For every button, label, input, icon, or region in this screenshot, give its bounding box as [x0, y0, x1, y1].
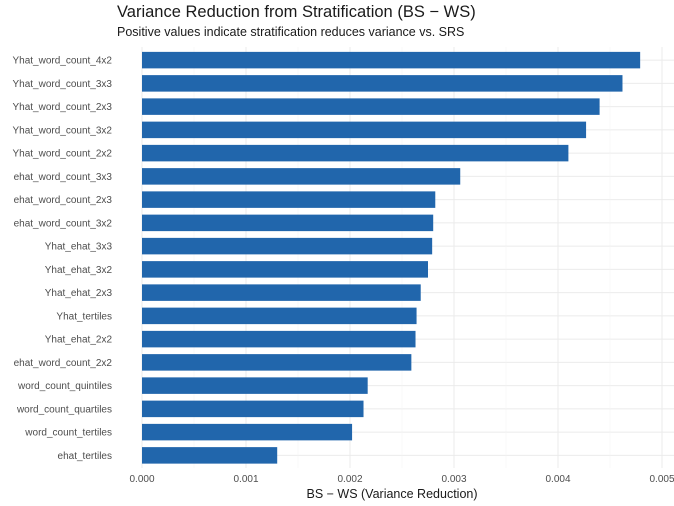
bar	[142, 98, 600, 115]
y-tick-label: ehat_word_count_3x3	[14, 172, 113, 183]
y-tick-label: ehat_word_count_3x2	[14, 218, 113, 229]
y-tick-label: Yhat_word_count_2x2	[12, 149, 112, 160]
bar	[142, 237, 433, 255]
bar	[142, 423, 353, 441]
y-axis-labels: Yhat_word_count_4x2 Yhat_word_count_3x3 Yh…	[12, 56, 112, 462]
bar	[142, 447, 278, 464]
bar	[142, 168, 461, 185]
y-tick-label: Yhat_ehat_3x3	[45, 242, 113, 253]
y-tick-label: word_count_quintiles	[17, 381, 112, 392]
chart-title: Variance Reduction from Stratification (…	[117, 3, 476, 21]
bar	[142, 400, 364, 418]
x-axis-title: BS − WS (Variance Reduction)	[306, 487, 477, 501]
y-tick-label: Yhat_ehat_2x3	[45, 288, 113, 299]
x-axis-labels: 0.000 0.001 0.002 0.003 0.004 0.005	[129, 474, 674, 485]
y-tick-label: Yhat_word_count_2x3	[12, 102, 112, 113]
bar	[142, 75, 623, 92]
bar	[142, 51, 641, 69]
x-tick-label: 0.003	[441, 474, 466, 485]
bar	[142, 144, 569, 162]
bar	[142, 214, 434, 232]
bar	[142, 261, 428, 278]
bars	[142, 51, 641, 464]
y-tick-label: ehat_word_count_2x3	[14, 195, 113, 206]
y-tick-label: Yhat_ehat_2x2	[45, 335, 113, 346]
y-tick-label: Yhat_word_count_3x2	[12, 125, 112, 136]
x-tick-label: 0.001	[233, 474, 258, 485]
bar	[142, 284, 421, 301]
chart-subtitle: Positive values indicate stratification …	[117, 25, 465, 39]
x-tick-label: 0.004	[545, 474, 570, 485]
bar	[142, 330, 416, 348]
bar	[142, 354, 412, 371]
y-tick-label: Yhat_word_count_4x2	[12, 56, 112, 67]
bar	[142, 121, 587, 139]
x-tick-label: 0.002	[337, 474, 362, 485]
y-tick-label: Yhat_tertiles	[56, 311, 112, 322]
y-tick-label: Yhat_ehat_3x2	[45, 265, 113, 276]
y-tick-label: Yhat_word_count_3x3	[12, 79, 112, 90]
x-tick-label: 0.005	[649, 474, 674, 485]
y-tick-label: word_count_quartiles	[16, 404, 112, 415]
bar	[142, 191, 436, 208]
x-tick-label: 0.000	[129, 474, 154, 485]
bar	[142, 377, 368, 394]
bar	[142, 307, 417, 325]
y-tick-label: ehat_tertiles	[58, 451, 112, 462]
y-tick-label: word_count_tertiles	[24, 428, 112, 439]
y-tick-label: ehat_word_count_2x2	[14, 358, 113, 369]
